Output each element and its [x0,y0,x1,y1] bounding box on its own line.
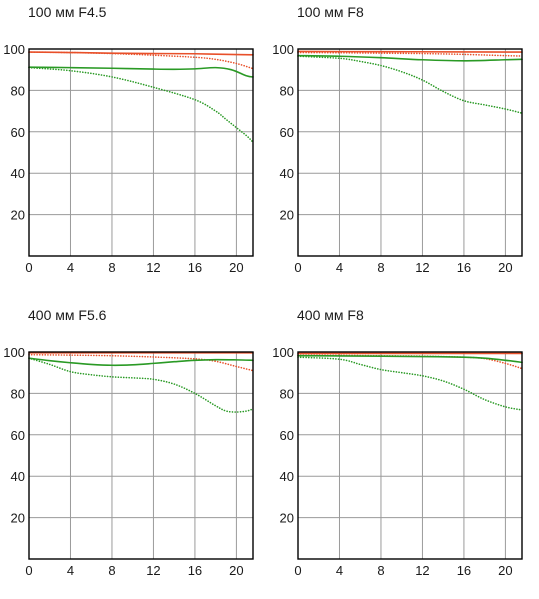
series-red-solid [28,51,254,56]
x-tick-label: 4 [67,563,74,578]
x-tick-label: 20 [229,260,243,275]
chart-title: 100 мм F4.5 [28,4,107,20]
y-tick-label: 100 [272,42,294,57]
y-tick-label: 60 [280,428,294,443]
x-tick-label: 16 [457,563,471,578]
y-tick-label: 20 [11,208,25,223]
y-tick-label: 100 [3,42,25,57]
y-tick-label: 40 [280,469,294,484]
x-tick-label: 8 [377,563,384,578]
series-green-dotted [297,55,523,114]
plot-frame [297,351,523,560]
x-tick-label: 12 [415,563,429,578]
series-green-solid [297,54,523,62]
series-green-dotted [28,66,254,143]
plot-frame [297,48,523,257]
x-tick-label: 0 [294,563,301,578]
y-tick-label: 60 [280,125,294,140]
chart-title: 400 мм F8 [297,307,364,323]
series-green-dotted [297,356,523,411]
x-tick-label: 8 [108,563,115,578]
series-green-dotted [28,357,254,413]
y-tick-label: 100 [272,345,294,360]
series-green-solid [28,357,254,367]
y-tick-label: 80 [280,386,294,401]
series-red-dotted [28,51,254,70]
mtf-panel-3: 400 мм F5.6 0 4 8 12 16 20 20 40 60 80 100 [3,307,254,578]
x-tick-label: 4 [67,260,74,275]
y-tick-label: 20 [280,511,294,526]
x-tick-label: 12 [146,563,160,578]
series-green-solid [28,66,254,78]
mtf-panel-2: 100 мм F8 0 4 8 12 16 20 20 40 60 80 100 [272,4,523,275]
y-tick-label: 20 [280,208,294,223]
series-red-dotted [28,353,254,372]
x-tick-label: 16 [188,563,202,578]
x-tick-label: 0 [294,260,301,275]
x-tick-label: 0 [25,260,32,275]
plot-frame [28,351,254,560]
x-tick-label: 0 [25,563,32,578]
y-tick-label: 40 [11,469,25,484]
chart-title: 400 мм F5.6 [28,307,107,323]
x-tick-label: 12 [415,260,429,275]
y-tick-label: 100 [3,345,25,360]
y-tick-label: 20 [11,511,25,526]
x-tick-label: 8 [377,260,384,275]
mtf-panel-4: 400 мм F8 0 4 8 12 16 20 20 40 60 80 100 [272,307,523,578]
y-tick-label: 80 [280,83,294,98]
x-tick-label: 4 [336,260,343,275]
x-tick-label: 12 [146,260,160,275]
x-tick-label: 16 [188,260,202,275]
x-tick-label: 20 [229,563,243,578]
y-tick-label: 40 [280,166,294,181]
series-green-solid [297,354,523,364]
series-red-solid [297,50,523,53]
series-red-dotted [297,51,523,57]
y-tick-label: 60 [11,428,25,443]
x-tick-label: 8 [108,260,115,275]
y-tick-label: 80 [11,386,25,401]
chart-title: 100 мм F8 [297,4,364,20]
x-tick-label: 20 [498,563,512,578]
x-tick-label: 20 [498,260,512,275]
y-tick-label: 80 [11,83,25,98]
y-tick-label: 60 [11,125,25,140]
mtf-panel-1: 100 мм F4.5 0 4 8 12 16 20 20 40 60 80 100 [3,4,254,275]
x-tick-label: 4 [336,563,343,578]
y-tick-label: 40 [11,166,25,181]
plot-frame [28,48,254,257]
x-tick-label: 16 [457,260,471,275]
